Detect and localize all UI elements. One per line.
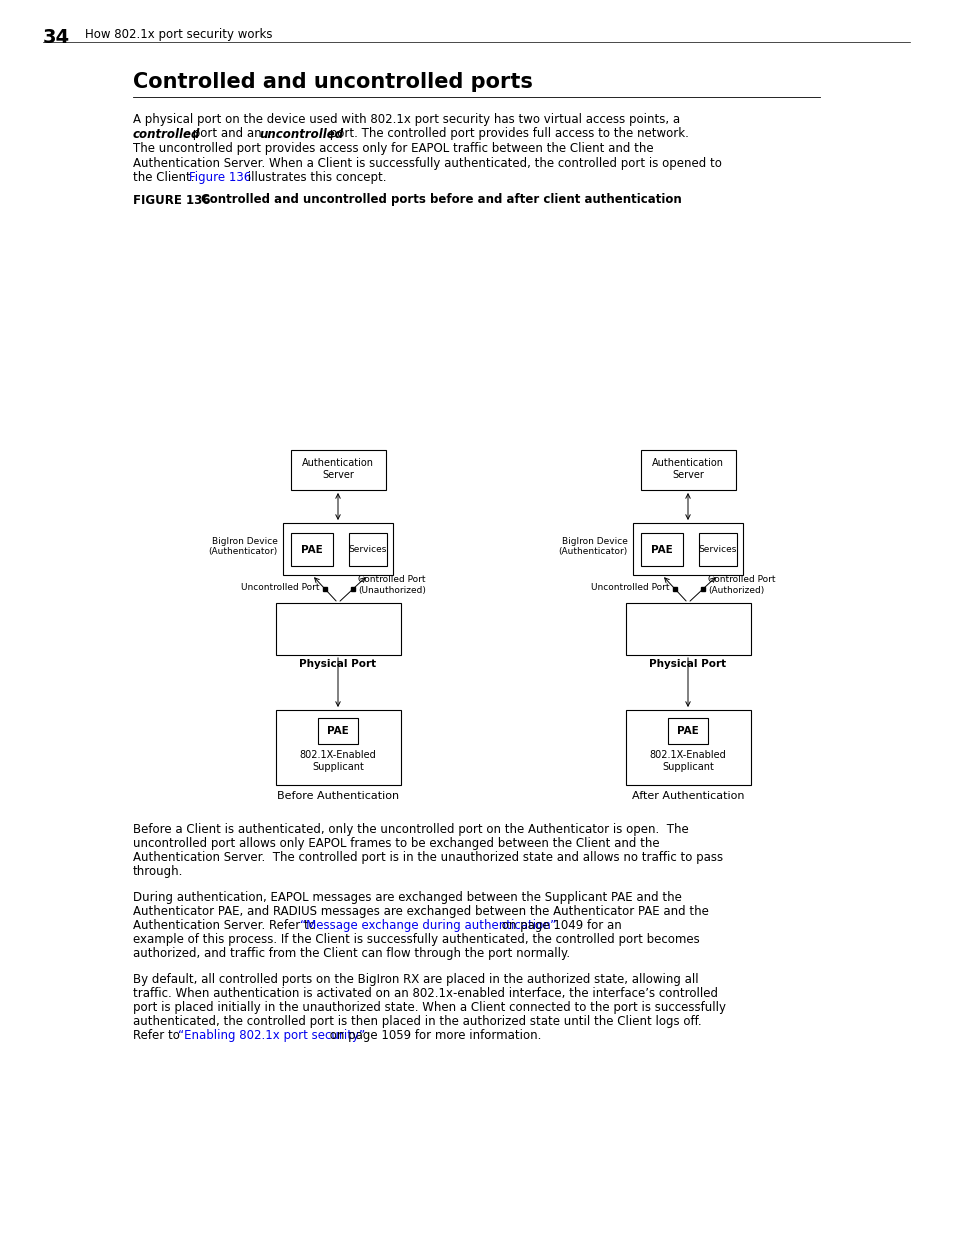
Text: on page 1049 for an: on page 1049 for an: [497, 919, 621, 932]
Text: Physical Port: Physical Port: [649, 659, 726, 669]
Text: “Message exchange during authentication”: “Message exchange during authentication”: [299, 919, 556, 932]
Text: Uncontrolled Port: Uncontrolled Port: [241, 583, 319, 592]
Text: authenticated, the controlled port is then placed in the authorized state until : authenticated, the controlled port is th…: [132, 1015, 700, 1028]
Text: Supplicant: Supplicant: [661, 762, 713, 772]
Text: on page 1059 for more information.: on page 1059 for more information.: [326, 1029, 540, 1042]
Text: port and an: port and an: [189, 127, 265, 141]
Text: the Client.: the Client.: [132, 170, 198, 184]
Bar: [640, 450, 735, 490]
Text: illustrates this concept.: illustrates this concept.: [244, 170, 386, 184]
Text: Authentication: Authentication: [651, 458, 723, 468]
Text: “Enabling 802.1x port security”: “Enabling 802.1x port security”: [178, 1029, 365, 1042]
Text: Services: Services: [349, 546, 387, 555]
Text: PAE: PAE: [677, 726, 699, 736]
Bar: [625, 710, 750, 785]
Text: Server: Server: [671, 471, 703, 480]
Text: BigIron Device
(Authenticator): BigIron Device (Authenticator): [209, 537, 277, 556]
Text: 802.1X-Enabled: 802.1X-Enabled: [649, 750, 725, 760]
Text: Services: Services: [699, 546, 737, 555]
Text: Controlled and uncontrolled ports before and after client authentication: Controlled and uncontrolled ports before…: [201, 194, 681, 206]
Text: Figure 136: Figure 136: [189, 170, 251, 184]
Text: traffic. When authentication is activated on an 802.1x-enabled interface, the in: traffic. When authentication is activate…: [132, 987, 718, 1000]
Text: port is placed initially in the unauthorized state. When a Client connected to t: port is placed initially in the unauthor…: [132, 1002, 725, 1014]
Text: BigIron Device
(Authenticator): BigIron Device (Authenticator): [558, 537, 627, 556]
Text: FIGURE 136: FIGURE 136: [132, 194, 211, 206]
Text: controlled: controlled: [132, 127, 200, 141]
Text: uncontrolled: uncontrolled: [258, 127, 343, 141]
Text: Controlled Port
(Authorized): Controlled Port (Authorized): [707, 576, 775, 595]
Text: PAE: PAE: [327, 726, 349, 736]
Text: Physical Port: Physical Port: [299, 659, 376, 669]
Bar: [699, 534, 737, 566]
Text: PAE: PAE: [651, 545, 672, 555]
Text: The uncontrolled port provides access only for EAPOL traffic between the Client : The uncontrolled port provides access on…: [132, 142, 653, 156]
Text: 34: 34: [43, 28, 71, 47]
Bar: [283, 522, 393, 576]
Text: Controlled Port
(Unauthorized): Controlled Port (Unauthorized): [357, 576, 425, 595]
Bar: [275, 710, 400, 785]
Text: Authenticator PAE, and RADIUS messages are exchanged between the Authenticator P: Authenticator PAE, and RADIUS messages a…: [132, 905, 708, 918]
Bar: [667, 718, 707, 743]
Text: Supplicant: Supplicant: [312, 762, 363, 772]
Bar: [291, 534, 333, 566]
Bar: [625, 603, 750, 655]
Text: Uncontrolled Port: Uncontrolled Port: [591, 583, 669, 592]
Text: How 802.1x port security works: How 802.1x port security works: [85, 28, 273, 41]
Text: A physical port on the device used with 802.1x port security has two virtual acc: A physical port on the device used with …: [132, 112, 679, 126]
Text: Before a Client is authenticated, only the uncontrolled port on the Authenticato: Before a Client is authenticated, only t…: [132, 823, 688, 836]
Text: through.: through.: [132, 864, 183, 878]
Bar: [640, 534, 682, 566]
Text: Authentication: Authentication: [302, 458, 374, 468]
Text: Refer to: Refer to: [132, 1029, 183, 1042]
Bar: [317, 718, 357, 743]
Bar: [349, 534, 387, 566]
Text: By default, all controlled ports on the BigIron RX are placed in the authorized : By default, all controlled ports on the …: [132, 973, 698, 986]
Text: Before Authentication: Before Authentication: [276, 790, 398, 802]
Text: Authentication Server.  The controlled port is in the unauthorized state and all: Authentication Server. The controlled po…: [132, 851, 722, 864]
Text: During authentication, EAPOL messages are exchanged between the Supplicant PAE a: During authentication, EAPOL messages ar…: [132, 890, 681, 904]
Bar: [633, 522, 742, 576]
Text: example of this process. If the Client is successfully authenticated, the contro: example of this process. If the Client i…: [132, 932, 699, 946]
Text: Authentication Server. Refer to: Authentication Server. Refer to: [132, 919, 319, 932]
Text: Controlled and uncontrolled ports: Controlled and uncontrolled ports: [132, 72, 533, 91]
Text: port. The controlled port provides full access to the network.: port. The controlled port provides full …: [326, 127, 688, 141]
Bar: [275, 603, 400, 655]
Text: uncontrolled port allows only EAPOL frames to be exchanged between the Client an: uncontrolled port allows only EAPOL fram…: [132, 837, 659, 850]
Text: authorized, and traffic from the Client can flow through the port normally.: authorized, and traffic from the Client …: [132, 947, 570, 960]
Text: 802.1X-Enabled: 802.1X-Enabled: [299, 750, 376, 760]
Text: Server: Server: [322, 471, 354, 480]
Text: After Authentication: After Authentication: [631, 790, 743, 802]
Bar: [291, 450, 386, 490]
Text: PAE: PAE: [301, 545, 322, 555]
Text: Authentication Server. When a Client is successfully authenticated, the controll: Authentication Server. When a Client is …: [132, 157, 721, 169]
